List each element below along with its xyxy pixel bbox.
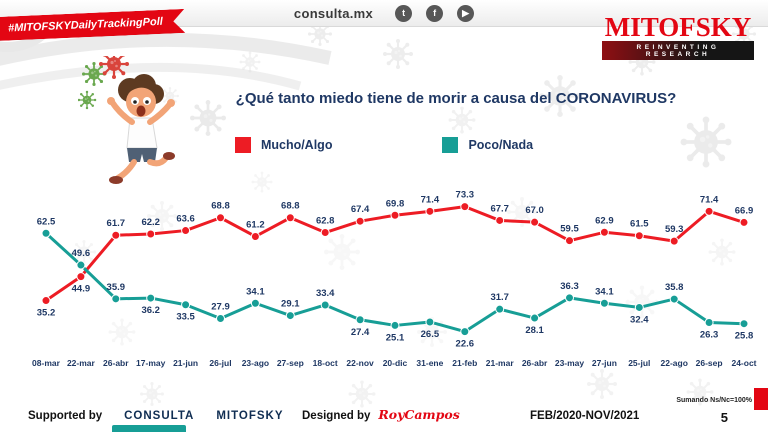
svg-text:36.3: 36.3 xyxy=(560,281,579,292)
designer-signature: RoyCampos xyxy=(378,407,460,422)
running-person-illustration xyxy=(78,56,175,184)
svg-text:59.3: 59.3 xyxy=(665,224,684,235)
svg-text:21-feb: 21-feb xyxy=(452,358,477,368)
svg-text:21-mar: 21-mar xyxy=(486,358,515,368)
svg-text:71.4: 71.4 xyxy=(421,194,440,205)
svg-text:20-dic: 20-dic xyxy=(383,358,408,368)
svg-text:36.2: 36.2 xyxy=(141,305,160,316)
svg-text:67.0: 67.0 xyxy=(525,205,544,216)
chart-legend: Mucho/Algo Poco/Nada xyxy=(0,137,768,153)
youtube-icon[interactable]: ▶ xyxy=(457,4,475,22)
svg-text:17-may: 17-may xyxy=(136,358,166,368)
legend-swatch-red xyxy=(234,137,251,153)
svg-text:61.5: 61.5 xyxy=(630,219,649,230)
svg-text:31.7: 31.7 xyxy=(490,292,509,303)
svg-text:49.6: 49.6 xyxy=(72,248,91,259)
svg-text:61.7: 61.7 xyxy=(107,218,126,229)
svg-text:26-sep: 26-sep xyxy=(696,358,723,368)
svg-text:68.8: 68.8 xyxy=(211,201,230,212)
legend-label-mucho-algo: Mucho/Algo xyxy=(260,138,333,152)
red-accent-box xyxy=(754,388,768,410)
svg-text:32.4: 32.4 xyxy=(630,314,649,325)
ribbon-label: #MITOFSKYDailyTrackingPoll xyxy=(7,15,164,35)
svg-text:62.2: 62.2 xyxy=(141,217,160,228)
svg-text:27.4: 27.4 xyxy=(351,327,370,338)
legend-item-mucho-algo: Mucho/Algo xyxy=(234,137,333,153)
designed-by-block: Designed by RoyCampos xyxy=(302,407,460,422)
svg-text:62.5: 62.5 xyxy=(37,216,56,227)
chart-question-title: ¿Qué tanto miedo tiene de morir a causa … xyxy=(150,90,762,107)
page-number: 5 xyxy=(720,410,728,425)
svg-text:61.2: 61.2 xyxy=(246,219,265,230)
svg-text:08-mar: 08-mar xyxy=(32,358,61,368)
website-label[interactable]: consulta.mx xyxy=(293,5,374,21)
sponsor-consulta: CONSULTA xyxy=(124,410,195,422)
svg-text:27-sep: 27-sep xyxy=(277,358,304,368)
svg-text:23-ago: 23-ago xyxy=(242,358,269,368)
svg-text:22-mar: 22-mar xyxy=(67,358,96,368)
svg-text:26-jul: 26-jul xyxy=(209,358,231,368)
svg-text:23-may: 23-may xyxy=(555,358,585,368)
svg-text:24-oct: 24-oct xyxy=(731,358,756,368)
svg-text:73.3: 73.3 xyxy=(456,190,475,201)
svg-text:33.4: 33.4 xyxy=(316,288,335,299)
svg-text:59.5: 59.5 xyxy=(560,224,579,235)
svg-text:22-ago: 22-ago xyxy=(660,358,687,368)
consulta-logo-box xyxy=(112,425,186,432)
designed-by-label: Designed by xyxy=(302,410,371,422)
svg-text:71.4: 71.4 xyxy=(700,194,719,205)
supported-by-label: Supported by xyxy=(28,410,103,422)
title-text: ¿Qué tanto miedo tiene de morir a causa … xyxy=(235,90,556,107)
svg-text:21-jun: 21-jun xyxy=(173,358,198,368)
svg-text:31-ene: 31-ene xyxy=(416,358,443,368)
svg-text:34.1: 34.1 xyxy=(595,286,614,297)
svg-text:34.1: 34.1 xyxy=(246,286,265,297)
svg-text:26-abr: 26-abr xyxy=(103,358,129,368)
svg-text:35.8: 35.8 xyxy=(665,282,684,293)
facebook-icon[interactable]: f xyxy=(426,4,444,22)
svg-text:33.5: 33.5 xyxy=(176,312,195,323)
legend-label-poco-nada: Poco/Nada xyxy=(468,138,534,152)
svg-text:44.9: 44.9 xyxy=(72,284,91,295)
svg-text:28.1: 28.1 xyxy=(525,325,544,336)
svg-text:26-abr: 26-abr xyxy=(522,358,548,368)
svg-text:26.5: 26.5 xyxy=(421,329,440,340)
svg-text:69.8: 69.8 xyxy=(386,198,405,209)
svg-text:25-jul: 25-jul xyxy=(628,358,650,368)
mitofsky-logo: MITOFSKY REINVENTING RESEARCH xyxy=(602,14,754,60)
svg-text:18-oct: 18-oct xyxy=(313,358,338,368)
legend-item-poco-nada: Poco/Nada xyxy=(442,137,533,153)
svg-text:66.9: 66.9 xyxy=(735,205,754,216)
svg-text:67.4: 67.4 xyxy=(351,204,370,215)
svg-text:25.1: 25.1 xyxy=(386,332,405,343)
svg-text:26.3: 26.3 xyxy=(700,329,719,340)
social-icons: t f ▶ xyxy=(395,4,475,22)
svg-text:35.2: 35.2 xyxy=(37,308,56,319)
title-emphasis: CORONAVIRUS? xyxy=(555,90,677,107)
legend-swatch-teal xyxy=(442,137,459,153)
svg-text:27-jun: 27-jun xyxy=(592,358,617,368)
svg-text:68.8: 68.8 xyxy=(281,201,300,212)
svg-text:22.6: 22.6 xyxy=(456,339,475,350)
svg-text:27.9: 27.9 xyxy=(211,302,230,313)
svg-text:67.7: 67.7 xyxy=(490,203,509,214)
svg-text:25.8: 25.8 xyxy=(735,331,754,342)
svg-text:62.8: 62.8 xyxy=(316,216,335,227)
logo-wordmark: MITOFSKY xyxy=(604,12,752,42)
survey-period: FEB/2020-NOV/2021 xyxy=(530,410,640,422)
sponsor-mitofsky: MITOFSKY xyxy=(216,410,284,422)
supported-by-block: Supported by CONSULTA MITOFSKY xyxy=(28,410,284,422)
svg-text:22-nov: 22-nov xyxy=(346,358,374,368)
svg-text:63.6: 63.6 xyxy=(176,214,195,225)
twitter-icon[interactable]: t xyxy=(395,4,413,22)
footnote: Sumando Ns/Nc=100% xyxy=(676,397,752,404)
svg-text:29.1: 29.1 xyxy=(281,299,300,310)
svg-text:35.9: 35.9 xyxy=(107,282,126,293)
fear-trend-chart: 08-mar 22-mar 26-abr 17-may 21-jun 26-jul 23-a… xyxy=(0,168,768,388)
line-chart: 08-mar 22-mar 26-abr 17-may 21-jun 26-jul 23-a… xyxy=(32,190,757,368)
logo-tagline: REINVENTING RESEARCH xyxy=(602,41,754,60)
svg-text:62.9: 62.9 xyxy=(595,215,614,226)
